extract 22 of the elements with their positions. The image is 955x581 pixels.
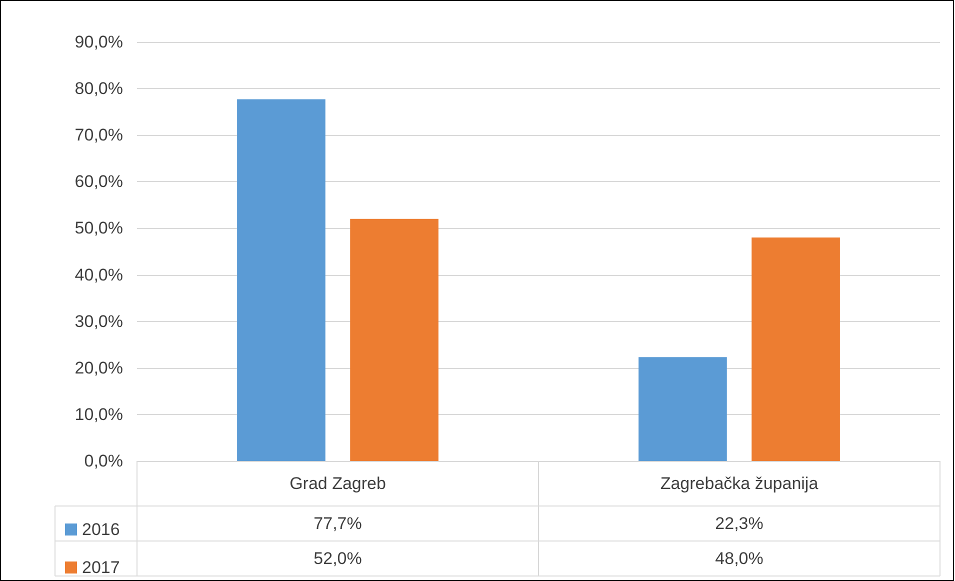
y-tick-label: 30,0% (74, 312, 123, 331)
y-tick-label: 20,0% (74, 358, 123, 378)
x-tick-label: Grad Zagreb (290, 474, 386, 493)
data-label: 52,0% (314, 549, 362, 568)
y-tick-label: 60,0% (74, 172, 123, 192)
y-tick-label: 90,0% (74, 32, 123, 52)
data-label: 22,3% (715, 514, 764, 533)
bar (638, 357, 727, 461)
data-label: 77,7% (314, 514, 362, 533)
y-tick-label: 0,0% (84, 452, 123, 470)
y-tick-label: 80,0% (74, 79, 123, 98)
data-label: 48,0% (715, 549, 764, 568)
y-tick-label: 50,0% (74, 218, 123, 238)
y-tick-label: 70,0% (74, 126, 123, 145)
bar (350, 218, 438, 461)
legend-label: 2017 (82, 558, 120, 577)
bar (237, 99, 326, 461)
y-tick-label: 40,0% (74, 265, 123, 284)
bar (752, 238, 840, 461)
y-tick-label: 10,0% (74, 404, 123, 424)
x-tick-label: Zagrebačka županija (660, 474, 819, 493)
legend-label: 2016 (82, 520, 120, 539)
